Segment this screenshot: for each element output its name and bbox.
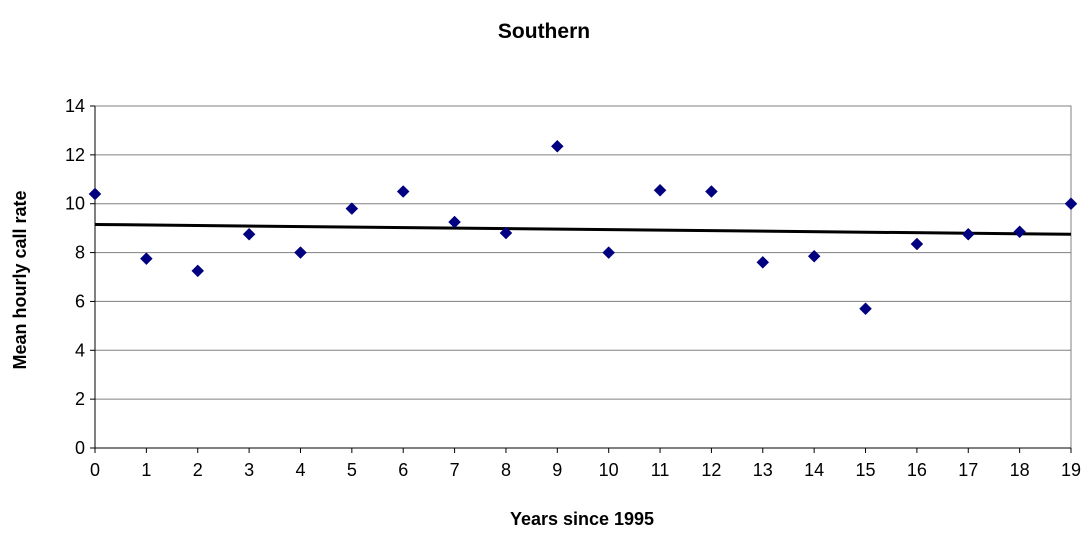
data-point [345, 202, 359, 215]
x-tick-label: 6 [398, 460, 408, 480]
data-point [756, 255, 770, 269]
x-tick-label: 2 [193, 460, 203, 480]
trendline-group [94, 222, 1072, 236]
x-axis-label: Years since 1995 [510, 509, 654, 529]
y-tick-label: 0 [75, 438, 85, 458]
x-tick-labels: 0 1 2 3 4 5 6 7 8 9 10 11 12 13 14 15 16 17 18 19 [90, 460, 1081, 480]
y-tick-label: 10 [65, 194, 85, 214]
x-tick-label: 8 [501, 460, 511, 480]
y-tick-label: 2 [75, 389, 85, 409]
data-point [88, 187, 102, 201]
x-tick-label: 14 [804, 460, 824, 480]
trendline [94, 222, 1072, 236]
x-tick-label: 17 [958, 460, 978, 480]
x-tick-label: 4 [295, 460, 305, 480]
y-axis-label: Mean hourly call rate [10, 190, 30, 369]
x-tick-label: 10 [599, 460, 619, 480]
data-point [448, 215, 461, 229]
y-tick-label: 12 [65, 145, 85, 165]
x-tick-label: 1 [141, 460, 151, 480]
data-point [1013, 225, 1026, 239]
x-tick-label: 12 [701, 460, 721, 480]
data-point [499, 226, 513, 240]
data-point [602, 246, 616, 259]
x-tick-label: 19 [1061, 460, 1081, 480]
x-tick-label: 9 [552, 460, 562, 480]
x-tick-label: 3 [244, 460, 254, 480]
data-point [910, 237, 924, 251]
y-tick-label: 8 [75, 243, 85, 263]
data-point [859, 302, 872, 316]
plot-area [94, 105, 1072, 449]
data-point [550, 139, 564, 153]
x-tick-label: 16 [907, 460, 927, 480]
x-tick-label: 7 [450, 460, 460, 480]
x-tick-label: 13 [753, 460, 773, 480]
data-point [807, 249, 821, 263]
data-point [396, 185, 410, 198]
y-tick-label: 14 [65, 96, 85, 116]
data-point [961, 227, 975, 241]
data-point [140, 252, 153, 266]
gridlines [95, 105, 1071, 400]
data-points [88, 139, 1078, 316]
axes [90, 105, 1072, 453]
x-tick-label: 18 [1010, 460, 1030, 480]
chart-title: Southern [498, 20, 590, 43]
data-point [294, 246, 307, 259]
data-point [191, 264, 205, 278]
x-tick-label: 5 [347, 460, 357, 480]
data-point [242, 227, 256, 241]
data-point [653, 183, 667, 197]
x-tick-label: 15 [856, 460, 876, 480]
y-tick-labels: 0 2 4 6 8 10 12 14 [65, 96, 85, 458]
x-tick-label: 0 [90, 460, 100, 480]
data-point [1064, 197, 1078, 211]
y-tick-label: 4 [75, 340, 85, 360]
x-tick-label: 11 [651, 460, 670, 480]
data-point [705, 185, 718, 198]
y-tick-label: 6 [75, 291, 85, 311]
